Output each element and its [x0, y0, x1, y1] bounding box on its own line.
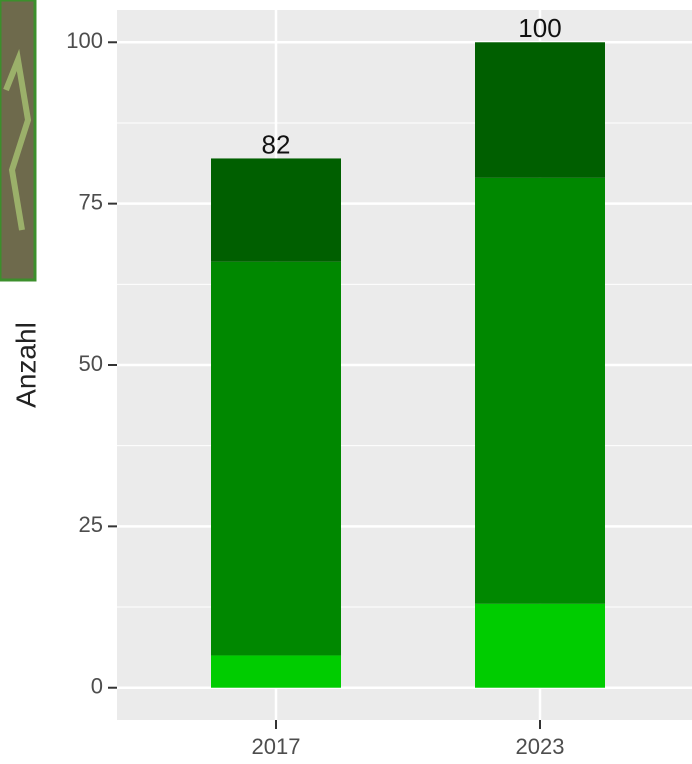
x-tick-label: 2017 — [252, 734, 301, 759]
bar-segment — [475, 178, 605, 604]
y-tick-label: 25 — [79, 512, 103, 537]
y-axis-label: Anzahl — [10, 322, 41, 408]
bar-segment — [211, 262, 341, 656]
y-tick-label: 0 — [91, 674, 103, 699]
page: Anzahl 02550751002017202382100 (() => { … — [0, 0, 692, 764]
y-tick-label: 50 — [79, 351, 103, 376]
chart: Anzahl 0 25 50 75 100 2017 2023 82 100 — [0, 0, 692, 764]
total-label: 100 — [518, 13, 561, 43]
bar-segment — [211, 655, 341, 687]
y-tick-label: 75 — [79, 189, 103, 214]
photo-fragment — [0, 0, 35, 280]
x-tick-label: 2023 — [516, 734, 565, 759]
bar-segment — [211, 158, 341, 261]
bar-segment — [475, 604, 605, 688]
y-tick-label: 100 — [66, 28, 103, 53]
bar-segment — [475, 42, 605, 178]
total-label: 82 — [262, 129, 291, 159]
